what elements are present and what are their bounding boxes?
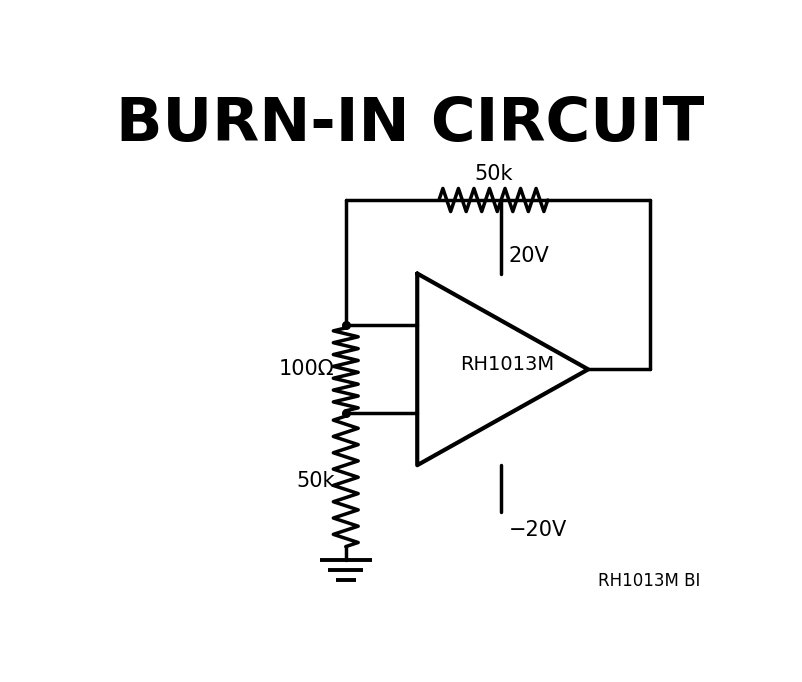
Text: RH1013M: RH1013M (460, 355, 554, 374)
Text: BURN-IN CIRCUIT: BURN-IN CIRCUIT (115, 95, 704, 154)
Text: RH1013M BI: RH1013M BI (597, 572, 700, 590)
Text: 50k: 50k (474, 164, 512, 184)
Text: 20V: 20V (508, 246, 549, 266)
Text: 50k: 50k (296, 471, 334, 491)
Text: −20V: −20V (508, 520, 567, 540)
Text: 100Ω: 100Ω (279, 359, 334, 379)
